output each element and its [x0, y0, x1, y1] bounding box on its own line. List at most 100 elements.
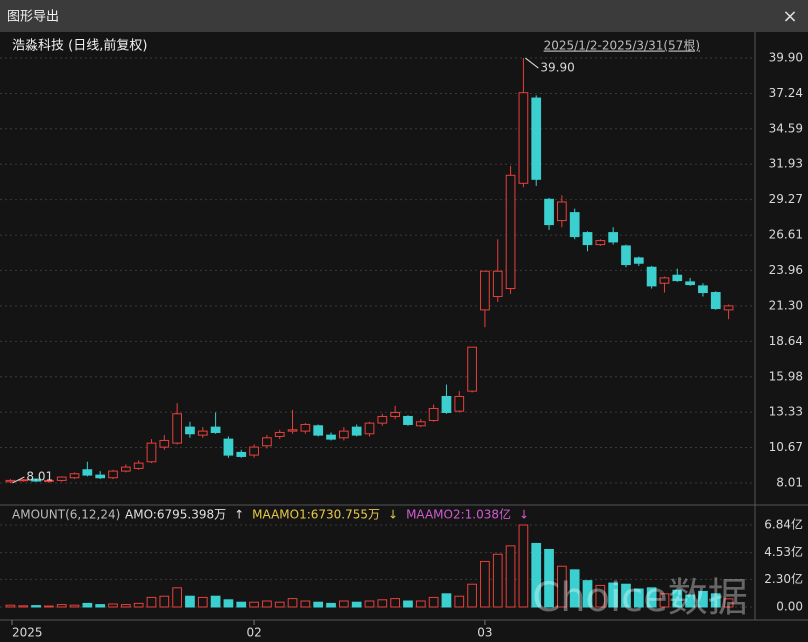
candle-body	[390, 411, 401, 417]
y-tick-label: 31.93	[769, 157, 803, 171]
candle-body	[454, 395, 465, 412]
candle-body	[531, 97, 542, 180]
y-tick-label: 15.98	[769, 369, 803, 383]
candle-body	[557, 201, 567, 222]
volume-bar	[608, 582, 619, 608]
volume-bar	[197, 596, 208, 608]
candle-body	[236, 451, 247, 457]
legend-entry: ↑	[234, 508, 244, 522]
watermark: Choice数据	[532, 575, 747, 621]
candle-body	[364, 422, 375, 435]
candle-body	[56, 476, 67, 481]
volume-bar	[454, 595, 465, 608]
y-tick-label: 4.53亿	[764, 544, 803, 559]
candle-body	[249, 446, 259, 456]
candle-body	[608, 232, 619, 243]
chart-title: 浩淼科技 (日线,前复权)	[12, 38, 147, 54]
legend-entry: MAAMO1:6730.755万	[252, 508, 380, 522]
volume-bar	[223, 599, 234, 608]
volume-bar	[262, 600, 272, 608]
annotation-label: 39.90	[540, 61, 574, 75]
volume-bar	[659, 593, 670, 608]
candle-body	[351, 426, 362, 436]
volume-bar	[287, 598, 298, 608]
y-tick-label: 10.67	[769, 440, 803, 454]
candle-body	[31, 478, 41, 482]
volume-bar	[467, 583, 477, 608]
candle-body	[82, 469, 93, 476]
y-tick-label: 2.30亿	[764, 571, 803, 586]
volume-bar	[18, 605, 29, 608]
candle-body	[685, 281, 695, 286]
volume-bar	[480, 560, 490, 608]
volume-bar	[569, 569, 580, 608]
volume-bar	[646, 587, 657, 608]
y-tick-label: 0.00	[776, 600, 803, 614]
volume-bar	[185, 595, 195, 608]
candle-body	[672, 274, 683, 282]
volume-bar	[710, 593, 721, 608]
candle-body	[723, 305, 734, 311]
volume-bar	[133, 602, 144, 608]
close-button[interactable]: ×	[782, 6, 797, 27]
volume-bar	[249, 601, 259, 608]
volume-bar	[56, 604, 67, 608]
volume-bar	[69, 604, 80, 608]
y-tick-label: 37.24	[769, 86, 803, 100]
candle-body	[621, 245, 631, 266]
volume-bar	[723, 598, 734, 608]
candle-body	[300, 423, 311, 432]
volume-bar	[108, 603, 118, 608]
volume-bar	[698, 590, 708, 608]
volume-bar	[82, 602, 93, 608]
y-tick-label: 6.84亿	[764, 516, 803, 531]
volume-bar	[300, 600, 311, 608]
volume-bar	[313, 601, 324, 608]
volume-bar	[236, 601, 247, 608]
volume-bar	[5, 604, 16, 608]
candle-body	[95, 474, 106, 479]
candle-body	[492, 270, 503, 298]
volume-bar	[338, 600, 349, 608]
volume-bar	[685, 594, 695, 608]
legend-entry: ↓	[388, 508, 398, 522]
candle-body	[338, 430, 349, 439]
volume-bar	[505, 545, 516, 608]
date-range: 2025/1/2-2025/3/31(57根)	[544, 39, 700, 53]
candle-body	[544, 198, 554, 226]
y-tick-label: 29.27	[769, 192, 803, 206]
candle-body	[159, 439, 170, 448]
candle-body	[633, 257, 644, 264]
y-tick-label: 18.64	[769, 334, 803, 348]
volume-bar	[403, 600, 413, 608]
volume-bar	[428, 596, 439, 608]
candle-body	[223, 438, 234, 456]
candle-body	[582, 232, 593, 246]
volume-bar	[557, 565, 567, 608]
candle-body	[595, 240, 606, 246]
candle-body	[377, 415, 388, 424]
candle-body	[44, 479, 54, 482]
candle-body	[467, 346, 477, 392]
volume-bar	[274, 601, 285, 608]
y-tick-label: 8.01	[776, 475, 803, 489]
annotation-arrow	[525, 57, 539, 69]
volume-bar	[351, 601, 362, 608]
candle-body	[569, 212, 580, 238]
candle-body	[698, 285, 708, 294]
y-tick-label: 26.61	[769, 228, 803, 242]
annotation-arrow	[12, 476, 25, 484]
candle-body	[146, 442, 157, 463]
candle-body	[5, 479, 16, 483]
candle-body	[505, 174, 516, 290]
x-tick-label: 02	[246, 626, 261, 640]
candle-body	[287, 429, 298, 432]
legend-entry: MAAMO2:1.038亿	[406, 507, 511, 522]
candle-body	[133, 462, 144, 469]
volume-bar	[159, 595, 170, 608]
legend-entry: ↓	[519, 508, 529, 522]
candle-body	[710, 292, 721, 310]
candle-body	[428, 407, 439, 421]
volume-bar	[326, 602, 336, 608]
